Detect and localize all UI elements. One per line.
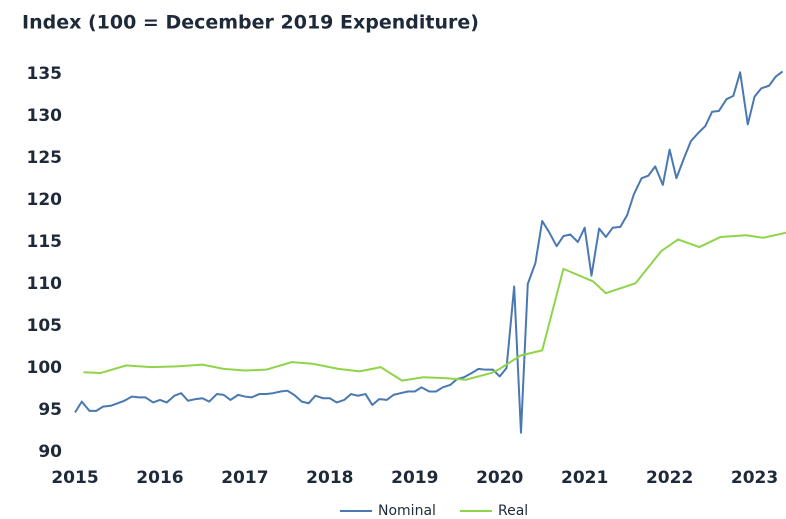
x-tick-label: 2015 bbox=[51, 468, 98, 488]
y-tick-label: 125 bbox=[27, 148, 63, 168]
x-tick-label: 2022 bbox=[646, 468, 693, 488]
legend-label: Real bbox=[498, 503, 528, 519]
y-tick-label: 115 bbox=[27, 232, 63, 252]
series-line bbox=[74, 70, 784, 434]
x-tick-label: 2019 bbox=[391, 468, 438, 488]
y-tick-label: 120 bbox=[27, 190, 63, 210]
y-tick-label: 90 bbox=[38, 442, 62, 462]
x-tick-label: 2021 bbox=[561, 468, 608, 488]
y-tick-label: 135 bbox=[27, 64, 63, 84]
series-line bbox=[83, 231, 786, 382]
x-tick-label: 2023 bbox=[731, 468, 778, 488]
x-tick-label: 2016 bbox=[136, 468, 183, 488]
y-tick-label: 110 bbox=[27, 274, 63, 294]
chart-title: Index (100 = December 2019 Expenditure) bbox=[22, 12, 479, 34]
y-tick-label: 105 bbox=[27, 316, 63, 336]
y-tick-label: 100 bbox=[27, 358, 63, 378]
y-tick-label: 95 bbox=[38, 400, 62, 420]
y-tick-label: 130 bbox=[27, 106, 63, 126]
x-tick-label: 2018 bbox=[306, 468, 353, 488]
legend-label: Nominal bbox=[378, 503, 436, 519]
x-tick-label: 2017 bbox=[221, 468, 268, 488]
x-tick-label: 2020 bbox=[476, 468, 523, 488]
